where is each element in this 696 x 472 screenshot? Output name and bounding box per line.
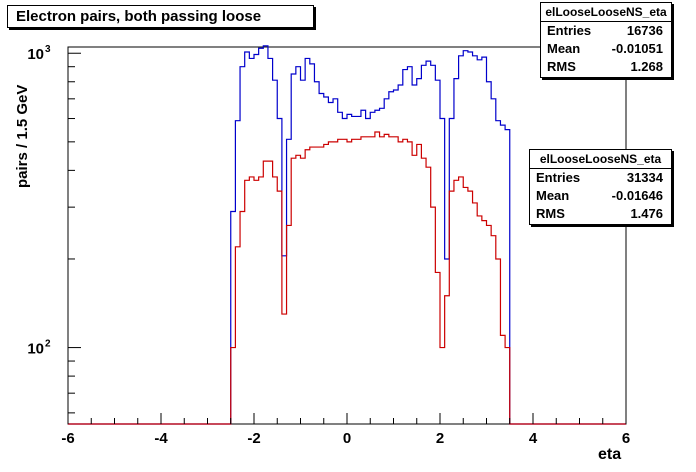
y-tick-label: 10 xyxy=(27,46,44,63)
x-tick-label: -6 xyxy=(61,430,74,447)
y-tick-exponent: 3 xyxy=(45,44,51,55)
x-tick-label: -2 xyxy=(247,430,260,447)
x-tick-label: 2 xyxy=(436,430,444,447)
stats-mean-row: Mean -0.01051 xyxy=(547,41,663,56)
y-axis-label: pairs / 1.5 GeV xyxy=(14,84,31,188)
stats-box-blue: elLooseLooseNS_eta Entries 16736 Mean -0.0… xyxy=(540,2,672,78)
series-line-0 xyxy=(68,45,626,425)
x-tick-label: -4 xyxy=(154,430,168,447)
stats-name: elLooseLooseNS_eta xyxy=(530,150,671,169)
stats-rms-row: RMS 1.268 xyxy=(547,59,663,74)
plot-frame xyxy=(67,46,627,425)
stats-entries-row: Entries 31334 xyxy=(536,170,663,185)
x-tick-label: 4 xyxy=(529,430,538,447)
y-tick-label: 10 xyxy=(27,341,44,358)
x-axis-label: eta xyxy=(598,446,622,463)
plot-title: Electron pairs, both passing loose xyxy=(7,5,314,28)
series-layer xyxy=(68,45,626,425)
y-tick-exponent: 2 xyxy=(45,339,51,350)
stats-rms-row: RMS 1.476 xyxy=(536,206,663,221)
series-line-1 xyxy=(68,131,626,425)
stats-box-red: elLooseLooseNS_eta Entries 31334 Mean -0.0… xyxy=(529,149,672,225)
stats-name: elLooseLooseNS_eta xyxy=(541,3,671,22)
x-tick-label: 0 xyxy=(343,430,351,447)
stats-mean-row: Mean -0.01646 xyxy=(536,188,663,203)
x-tick-label: 6 xyxy=(622,430,630,447)
stats-entries-row: Entries 16736 xyxy=(547,23,663,38)
